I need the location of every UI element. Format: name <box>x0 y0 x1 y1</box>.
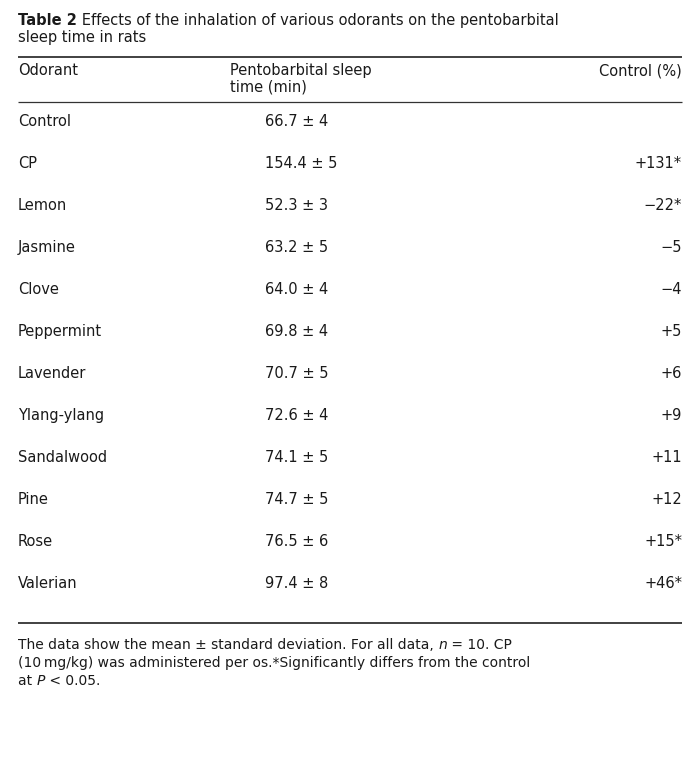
Text: +11: +11 <box>652 450 682 465</box>
Text: +9: +9 <box>661 408 682 423</box>
Text: 70.7 ± 5: 70.7 ± 5 <box>265 366 328 381</box>
Text: Peppermint: Peppermint <box>18 324 102 339</box>
Text: P: P <box>36 674 45 688</box>
Text: 154.4 ± 5: 154.4 ± 5 <box>265 156 337 171</box>
Text: Pentobarbital sleep: Pentobarbital sleep <box>230 63 372 78</box>
Text: Clove: Clove <box>18 282 59 297</box>
Text: < 0.05.: < 0.05. <box>45 674 100 688</box>
Text: −5: −5 <box>661 240 682 255</box>
Text: Ylang-ylang: Ylang-ylang <box>18 408 104 423</box>
Text: 74.1 ± 5: 74.1 ± 5 <box>265 450 328 465</box>
Text: Lemon: Lemon <box>18 198 67 213</box>
Text: (10 mg/kg) was administered per os.*Significantly differs from the control: (10 mg/kg) was administered per os.*Sign… <box>18 656 531 670</box>
Text: at: at <box>18 674 36 688</box>
Text: +131*: +131* <box>635 156 682 171</box>
Text: sleep time in rats: sleep time in rats <box>18 30 146 45</box>
Text: Odorant: Odorant <box>18 63 78 78</box>
Text: Valerian: Valerian <box>18 576 78 591</box>
Text: −22*: −22* <box>643 198 682 213</box>
Text: = 10. CP: = 10. CP <box>447 638 512 652</box>
Text: 74.7 ± 5: 74.7 ± 5 <box>265 492 328 507</box>
Text: Effects of the inhalation of various odorants on the pentobarbital: Effects of the inhalation of various odo… <box>68 13 559 28</box>
Text: +6: +6 <box>661 366 682 381</box>
Text: time (min): time (min) <box>230 79 307 94</box>
Text: The data show the mean ± standard deviation. For all data,: The data show the mean ± standard deviat… <box>18 638 438 652</box>
Text: Control: Control <box>18 114 71 129</box>
Text: 66.7 ± 4: 66.7 ± 4 <box>265 114 328 129</box>
Text: 63.2 ± 5: 63.2 ± 5 <box>265 240 328 255</box>
Text: +12: +12 <box>651 492 682 507</box>
Text: −4: −4 <box>661 282 682 297</box>
Text: Pine: Pine <box>18 492 49 507</box>
Text: Table 2: Table 2 <box>18 13 77 28</box>
Text: 76.5 ± 6: 76.5 ± 6 <box>265 534 328 549</box>
Text: +46*: +46* <box>644 576 682 591</box>
Text: Sandalwood: Sandalwood <box>18 450 107 465</box>
Text: 69.8 ± 4: 69.8 ± 4 <box>265 324 328 339</box>
Text: 97.4 ± 8: 97.4 ± 8 <box>265 576 328 591</box>
Text: Rose: Rose <box>18 534 53 549</box>
Text: Control (%): Control (%) <box>599 63 682 78</box>
Text: +15*: +15* <box>644 534 682 549</box>
Text: Lavender: Lavender <box>18 366 86 381</box>
Text: +5: +5 <box>661 324 682 339</box>
Text: n: n <box>438 638 447 652</box>
Text: 52.3 ± 3: 52.3 ± 3 <box>265 198 328 213</box>
Text: CP: CP <box>18 156 37 171</box>
Text: 72.6 ± 4: 72.6 ± 4 <box>265 408 328 423</box>
Text: Jasmine: Jasmine <box>18 240 76 255</box>
Text: 64.0 ± 4: 64.0 ± 4 <box>265 282 328 297</box>
